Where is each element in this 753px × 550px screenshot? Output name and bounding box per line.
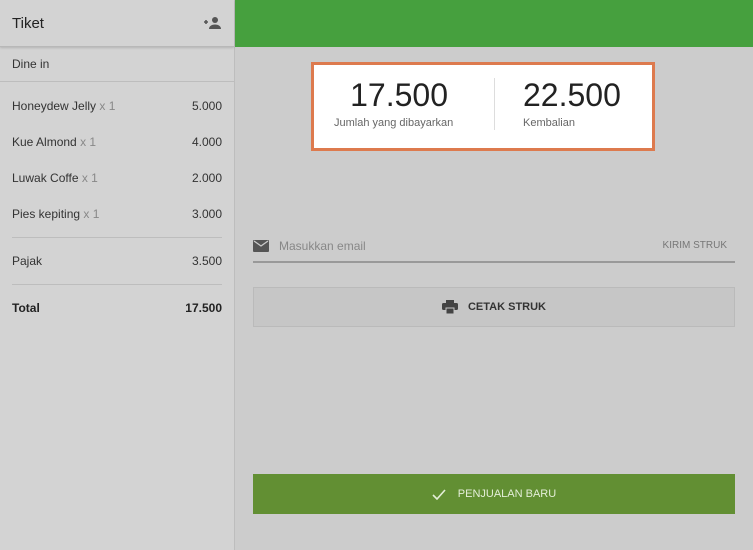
total-row: Total 17.500	[0, 290, 234, 326]
top-bar	[235, 0, 753, 47]
send-receipt-button[interactable]: KIRIM STRUK	[662, 240, 727, 251]
email-row: KIRIM STRUK	[253, 230, 735, 263]
tax-label: Pajak	[12, 254, 43, 268]
item-qty: x 1	[80, 135, 97, 149]
item-qty: x 1	[83, 207, 100, 221]
email-input[interactable]	[269, 238, 663, 253]
item-name: Honeydew Jelly	[12, 99, 97, 113]
tax-row: Pajak 3.500	[0, 243, 234, 279]
printer-icon	[441, 300, 458, 314]
new-sale-label: PENJUALAN BARU	[457, 488, 557, 500]
amount-paid: 17.500	[350, 77, 448, 113]
total-label: Total	[12, 301, 40, 315]
divider	[12, 284, 222, 285]
item-price: 3.000	[191, 207, 222, 221]
item-qty: x 1	[81, 171, 98, 185]
item-name: Luwak Coffe	[12, 171, 79, 185]
ticket-header: Tiket	[0, 0, 234, 47]
ticket-item[interactable]: Honeydew Jelly x 1 5.000	[0, 88, 234, 124]
tax-value: 3.500	[191, 254, 222, 268]
print-receipt-label: CETAK STRUK	[467, 301, 546, 313]
item-price: 5.000	[191, 99, 222, 113]
item-qty: x 1	[99, 99, 116, 113]
mail-icon	[253, 239, 269, 252]
add-customer-icon[interactable]	[204, 16, 222, 30]
ticket-item[interactable]: Kue Almond x 1 4.000	[0, 124, 234, 160]
item-price: 2.000	[191, 171, 222, 185]
item-name: Kue Almond	[12, 135, 77, 149]
change-amount: 22.500	[523, 77, 621, 113]
item-price: 4.000	[191, 135, 222, 149]
amount-paid-label: Jumlah yang dibayarkan	[334, 117, 454, 129]
ticket-panel: Tiket Dine in Honeydew Jelly x 1 5.000 Ku…	[0, 0, 235, 550]
check-icon	[432, 488, 446, 500]
payment-summary: 17.500 Jumlah yang dibayarkan 22.500 Kemba…	[311, 62, 655, 151]
change-label: Kembalian	[523, 117, 575, 129]
print-receipt-button[interactable]: CETAK STRUK	[253, 287, 735, 327]
divider	[494, 78, 495, 130]
item-name: Pies kepiting	[12, 207, 81, 221]
total-value: 17.500	[185, 301, 222, 315]
ticket-item[interactable]: Pies kepiting x 1 3.000	[0, 196, 234, 232]
dining-option[interactable]: Dine in	[0, 47, 234, 82]
ticket-item[interactable]: Luwak Coffe x 1 2.000	[0, 160, 234, 196]
ticket-title: Tiket	[12, 14, 44, 32]
new-sale-button[interactable]: PENJUALAN BARU	[253, 474, 735, 514]
divider	[12, 237, 222, 238]
